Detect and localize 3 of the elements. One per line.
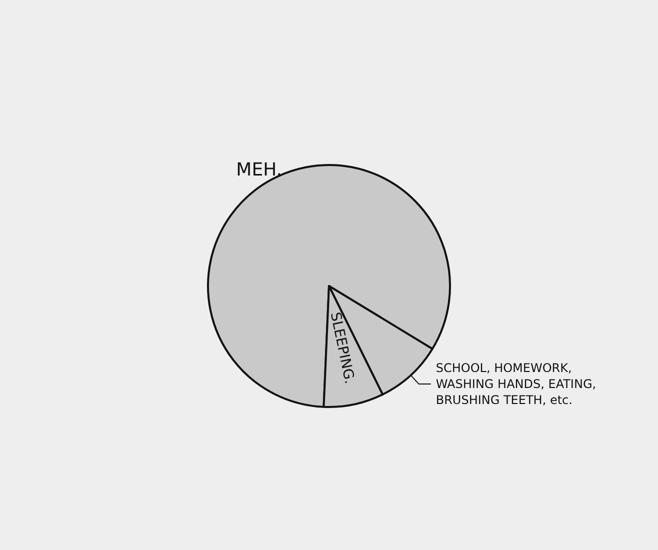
slice-label: MEH. [236, 159, 282, 180]
slice-label: SCHOOL, HOMEWORK, WASHING HANDS, EATING, BRUSHING TEETH, etc. [436, 361, 600, 408]
slice-label: SLEEPING. [326, 310, 358, 386]
